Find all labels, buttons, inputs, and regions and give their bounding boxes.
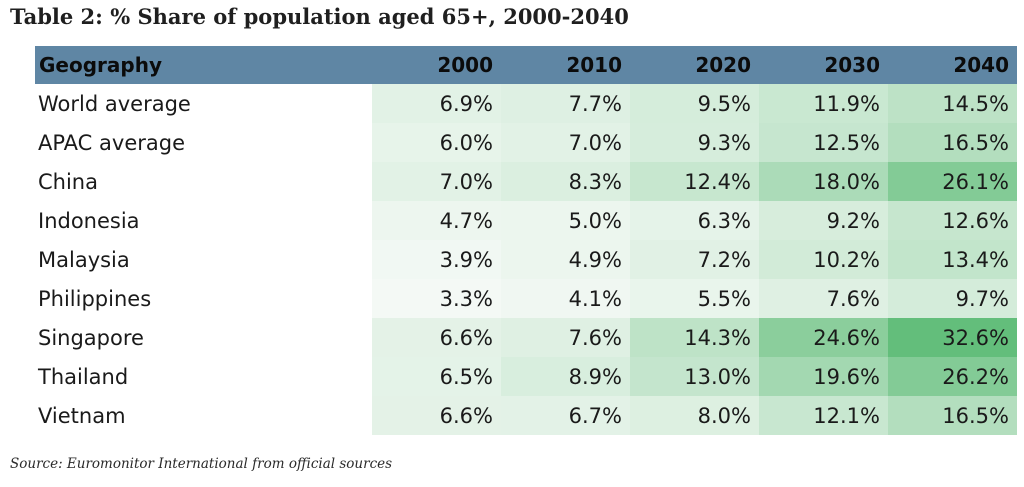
- value-cell: 26.1%: [888, 162, 1017, 201]
- value-cell: 9.7%: [888, 279, 1017, 318]
- value-cell: 3.3%: [372, 279, 501, 318]
- value-cell: 18.0%: [759, 162, 888, 201]
- value-cell: 12.4%: [630, 162, 759, 201]
- value-cell: 19.6%: [759, 357, 888, 396]
- value-cell: 26.2%: [888, 357, 1017, 396]
- value-cell: 5.5%: [630, 279, 759, 318]
- geography-cell: Philippines: [35, 279, 372, 318]
- value-cell: 12.6%: [888, 201, 1017, 240]
- value-cell: 9.5%: [630, 84, 759, 123]
- column-header: 2030: [759, 46, 888, 84]
- value-cell: 13.0%: [630, 357, 759, 396]
- value-cell: 14.5%: [888, 84, 1017, 123]
- value-cell: 7.0%: [501, 123, 630, 162]
- value-cell: 12.5%: [759, 123, 888, 162]
- value-cell: 8.9%: [501, 357, 630, 396]
- table-title: Table 2: % Share of population aged 65+,…: [10, 4, 629, 29]
- geography-cell: Singapore: [35, 318, 372, 357]
- value-cell: 13.4%: [888, 240, 1017, 279]
- table-body: World average 6.9% 7.7% 9.5% 11.9% 14.5% APAC …: [35, 84, 1017, 435]
- table-row: Vietnam 6.6% 6.7% 8.0% 12.1% 16.5%: [35, 396, 1017, 435]
- value-cell: 7.6%: [501, 318, 630, 357]
- value-cell: 6.0%: [372, 123, 501, 162]
- table-row: Singapore 6.6% 7.6% 14.3% 24.6% 32.6%: [35, 318, 1017, 357]
- value-cell: 3.9%: [372, 240, 501, 279]
- geography-cell: Thailand: [35, 357, 372, 396]
- value-cell: 32.6%: [888, 318, 1017, 357]
- value-cell: 16.5%: [888, 123, 1017, 162]
- geography-cell: World average: [35, 84, 372, 123]
- value-cell: 4.7%: [372, 201, 501, 240]
- value-cell: 8.3%: [501, 162, 630, 201]
- geography-cell: China: [35, 162, 372, 201]
- column-header: 2040: [888, 46, 1017, 84]
- value-cell: 7.6%: [759, 279, 888, 318]
- value-cell: 12.1%: [759, 396, 888, 435]
- value-cell: 7.7%: [501, 84, 630, 123]
- geography-cell: Indonesia: [35, 201, 372, 240]
- column-header: Geography: [35, 46, 372, 84]
- column-header: 2000: [372, 46, 501, 84]
- table-row: China 7.0% 8.3% 12.4% 18.0% 26.1%: [35, 162, 1017, 201]
- table-row: Malaysia 3.9% 4.9% 7.2% 10.2% 13.4%: [35, 240, 1017, 279]
- value-cell: 6.5%: [372, 357, 501, 396]
- table-row: Thailand 6.5% 8.9% 13.0% 19.6% 26.2%: [35, 357, 1017, 396]
- geography-cell: APAC average: [35, 123, 372, 162]
- geography-cell: Malaysia: [35, 240, 372, 279]
- value-cell: 4.9%: [501, 240, 630, 279]
- value-cell: 7.2%: [630, 240, 759, 279]
- value-cell: 6.6%: [372, 318, 501, 357]
- header-row: Geography 2000 2010 2020 2030 2040: [35, 46, 1017, 84]
- value-cell: 11.9%: [759, 84, 888, 123]
- value-cell: 6.7%: [501, 396, 630, 435]
- value-cell: 5.0%: [501, 201, 630, 240]
- value-cell: 9.3%: [630, 123, 759, 162]
- value-cell: 16.5%: [888, 396, 1017, 435]
- table-row: World average 6.9% 7.7% 9.5% 11.9% 14.5%: [35, 84, 1017, 123]
- source-note: Source: Euromonitor International from o…: [10, 456, 393, 472]
- value-cell: 24.6%: [759, 318, 888, 357]
- table-row: APAC average 6.0% 7.0% 9.3% 12.5% 16.5%: [35, 123, 1017, 162]
- table-row: Philippines 3.3% 4.1% 5.5% 7.6% 9.7%: [35, 279, 1017, 318]
- value-cell: 6.3%: [630, 201, 759, 240]
- value-cell: 6.9%: [372, 84, 501, 123]
- value-cell: 4.1%: [501, 279, 630, 318]
- value-cell: 7.0%: [372, 162, 501, 201]
- table-row: Indonesia 4.7% 5.0% 6.3% 9.2% 12.6%: [35, 201, 1017, 240]
- value-cell: 14.3%: [630, 318, 759, 357]
- population-table: Geography 2000 2010 2020 2030 2040 World…: [35, 46, 1017, 435]
- value-cell: 8.0%: [630, 396, 759, 435]
- geography-cell: Vietnam: [35, 396, 372, 435]
- value-cell: 9.2%: [759, 201, 888, 240]
- column-header: 2010: [501, 46, 630, 84]
- column-header: 2020: [630, 46, 759, 84]
- value-cell: 6.6%: [372, 396, 501, 435]
- value-cell: 10.2%: [759, 240, 888, 279]
